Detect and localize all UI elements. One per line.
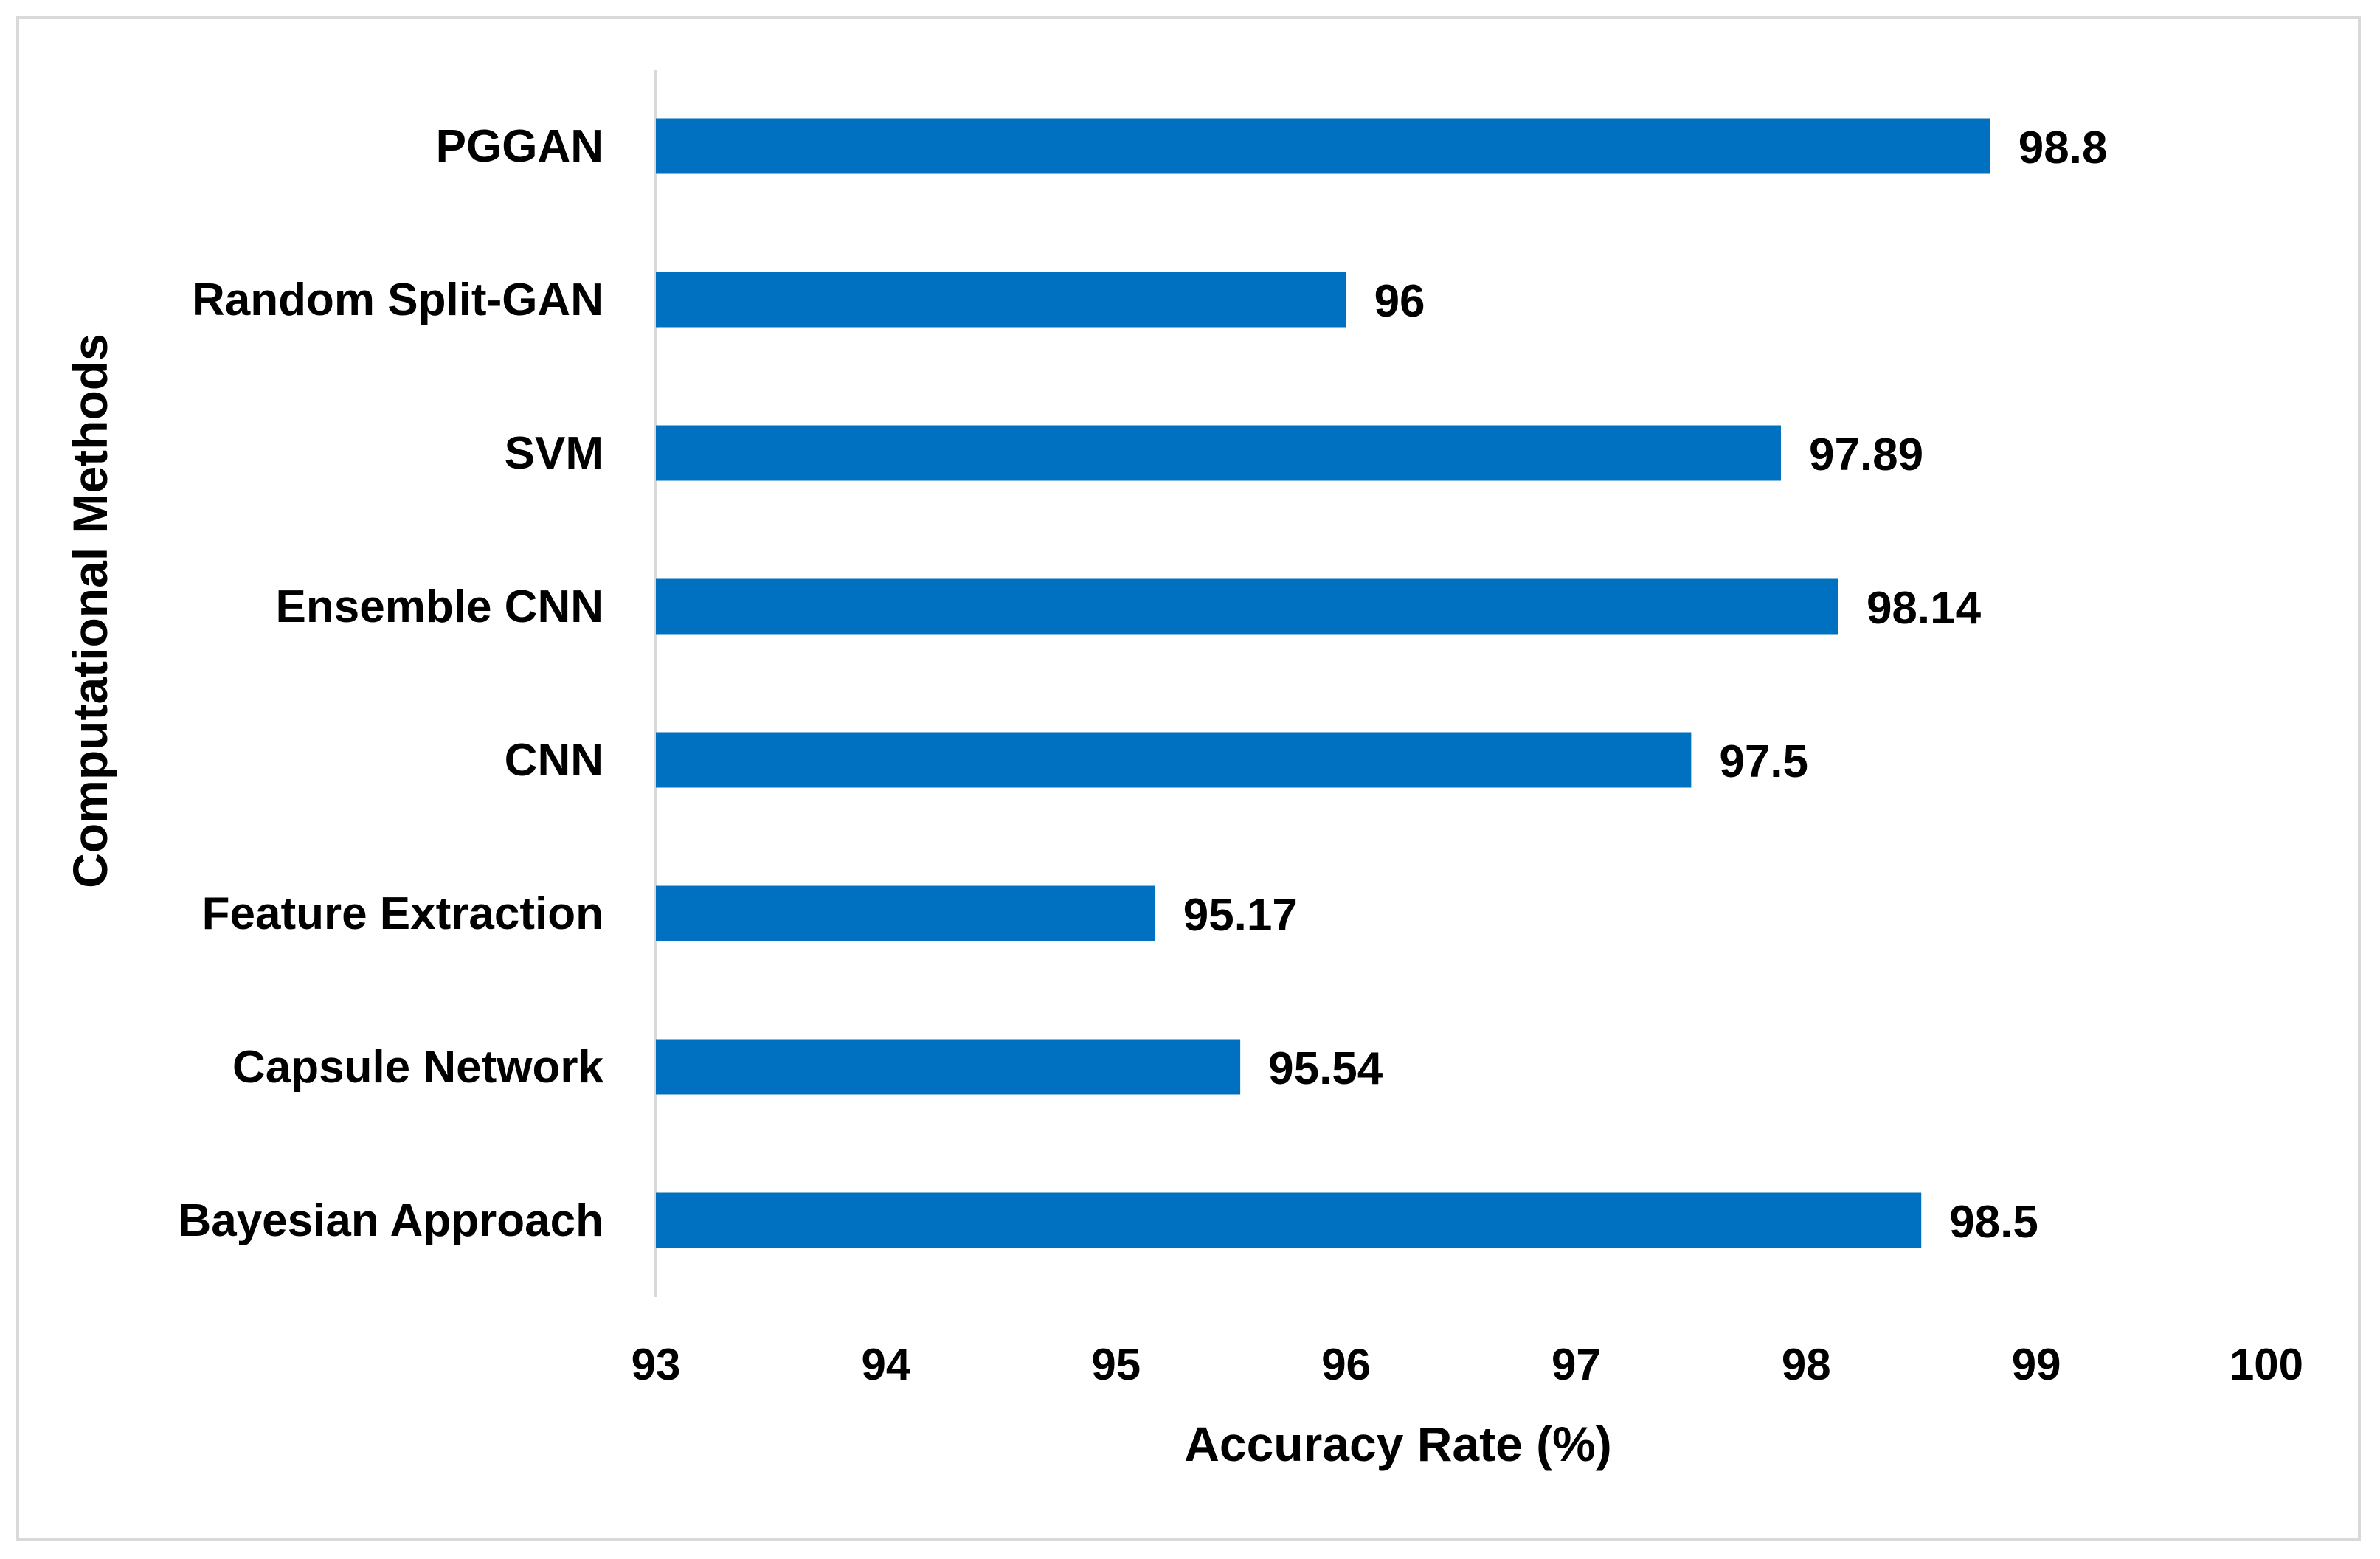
- data-label-svm: 97.89: [1809, 429, 1923, 480]
- bar-svm: [656, 425, 1781, 481]
- x-axis-title: Accuracy Rate (%): [1184, 1417, 1612, 1471]
- x-tick-label-99: 99: [2012, 1340, 2061, 1389]
- x-tick-labels: 93 94 95 96 97 98 99 100: [632, 1340, 2303, 1389]
- category-label-pggan: PGGAN: [436, 121, 603, 172]
- x-tick-label-100: 100: [2229, 1340, 2303, 1389]
- bar-feature-extraction: [656, 885, 1155, 941]
- data-label-random-split-gan: 96: [1374, 276, 1425, 327]
- bar-ensemble-cnn: [656, 578, 1838, 635]
- bar-capsule-network: [656, 1039, 1241, 1095]
- bar-bayesian-approach: [656, 1192, 1922, 1248]
- x-tick-label-94: 94: [861, 1340, 910, 1389]
- category-label-cnn: CNN: [505, 735, 603, 786]
- x-tick-label-95: 95: [1091, 1340, 1141, 1389]
- data-label-capsule-network: 95.54: [1268, 1043, 1383, 1094]
- data-labels: 98.8 96 97.89 98.14 97.5 95.17 95.54 98.5: [1183, 122, 2108, 1248]
- data-label-cnn: 97.5: [1719, 736, 1808, 787]
- x-tick-label-97: 97: [1552, 1340, 1601, 1389]
- data-label-ensemble-cnn: 98.14: [1867, 583, 1982, 634]
- category-labels: PGGAN Random Split-GAN SVM Ensemble CNN CNN F…: [178, 121, 603, 1246]
- category-label-ensemble-cnn: Ensemble CNN: [276, 581, 603, 632]
- x-tick-label-93: 93: [632, 1340, 681, 1389]
- bar-cnn: [656, 732, 1692, 788]
- data-label-bayesian-approach: 98.5: [1949, 1197, 2038, 1248]
- category-label-capsule-network: Capsule Network: [232, 1042, 604, 1093]
- category-label-feature-extraction: Feature Extraction: [202, 888, 603, 939]
- y-axis-title: Computational Methods: [63, 333, 117, 888]
- bars-group: [656, 118, 1990, 1248]
- x-tick-label-98: 98: [1782, 1340, 1831, 1389]
- category-label-random-split-gan: Random Split-GAN: [192, 274, 603, 325]
- data-label-pggan: 98.8: [2018, 122, 2108, 173]
- x-tick-label-96: 96: [1321, 1340, 1371, 1389]
- category-label-bayesian-approach: Bayesian Approach: [178, 1195, 603, 1246]
- data-label-feature-extraction: 95.17: [1183, 890, 1298, 941]
- bar-random-split-gan: [656, 272, 1346, 328]
- category-label-svm: SVM: [505, 428, 603, 479]
- bar-pggan: [656, 118, 1990, 174]
